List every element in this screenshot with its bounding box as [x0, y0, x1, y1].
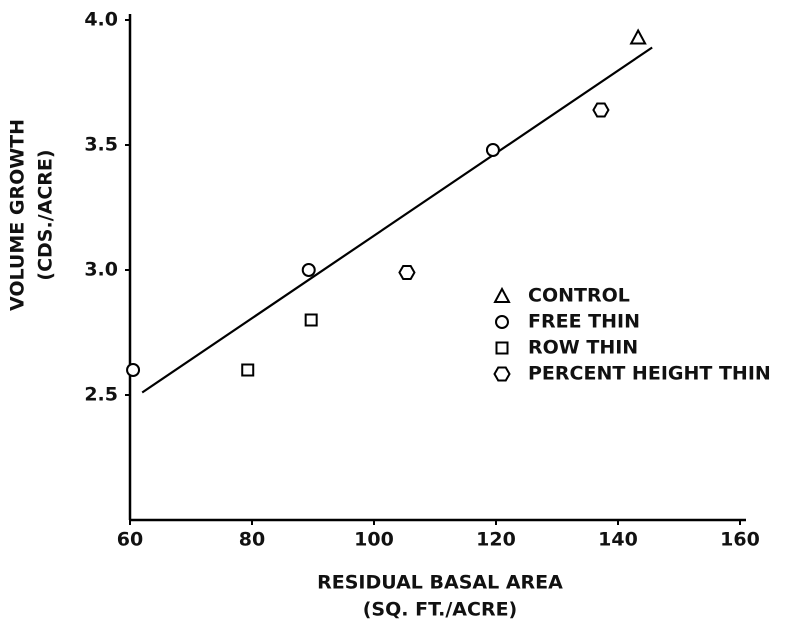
x-tick-label: 100	[354, 529, 394, 551]
marker-triangle	[629, 28, 647, 45]
marker-hexagon	[398, 265, 416, 280]
x-tick-label: 60	[117, 529, 143, 551]
x-axis-label: RESIDUAL BASAL AREA	[317, 572, 563, 594]
marker-triangle	[493, 286, 511, 303]
legend-label: PERCENT HEIGHT THIN	[528, 363, 771, 385]
y-axis-label: VOLUME GROWTH	[7, 119, 29, 311]
y-tick-label: 4.0	[84, 9, 118, 31]
marker-hexagon	[493, 366, 511, 382]
y-tick-label: 2.5	[84, 384, 118, 406]
y-axis-label: (CDS./ACRE)	[35, 149, 57, 280]
marker-square	[241, 363, 255, 377]
legend-label: ROW THIN	[528, 337, 638, 359]
marker-square	[495, 341, 509, 355]
x-tick-label: 160	[720, 529, 760, 551]
x-tick-label: 80	[239, 529, 265, 551]
x-tick-label: 120	[476, 529, 516, 551]
marker-circle	[485, 143, 500, 157]
trend-line	[141, 46, 653, 394]
marker-circle	[301, 263, 316, 277]
x-axis-label: (SQ. FT./ACRE)	[363, 599, 518, 621]
y-tick-label: 3.0	[84, 259, 118, 281]
legend-label: CONTROL	[528, 285, 630, 307]
legend-label: FREE THIN	[528, 311, 640, 333]
marker-circle	[495, 315, 509, 329]
marker-circle	[126, 363, 141, 377]
marker-square	[304, 313, 318, 327]
x-tick-label: 140	[598, 529, 638, 551]
marker-hexagon	[592, 102, 610, 118]
y-tick-label: 3.5	[84, 134, 118, 156]
